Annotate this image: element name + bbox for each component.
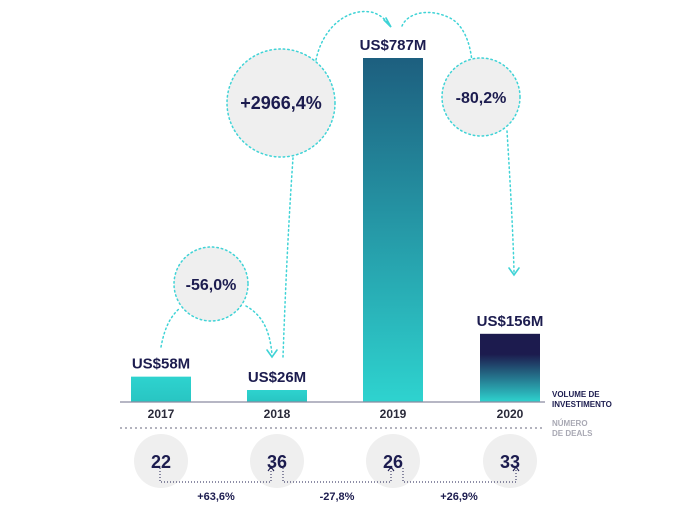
deals-change-label-1: +63,6% [197, 491, 235, 503]
connector-2018-2019 [282, 157, 294, 358]
deals-value-2018: 36 [267, 452, 287, 472]
bar-2017 [131, 376, 191, 402]
deals-value-2019: 26 [383, 452, 403, 472]
deals-change-label-3: +26,9% [440, 491, 478, 503]
deals-label-line1: NÚMERO [552, 419, 588, 428]
deals-circle-2017 [134, 434, 188, 488]
change-circle-1 [173, 246, 249, 322]
deals-label-line2: DE DEALS [552, 429, 593, 438]
bar-2018 [247, 390, 307, 402]
volume-label-line1: VOLUME DE [552, 390, 600, 399]
deals-value-2017: 22 [151, 452, 171, 472]
change-circle-3 [441, 57, 521, 137]
deals-change-label-2: -27,8% [320, 491, 355, 503]
bar-2019 [363, 58, 423, 402]
deals-value-2020: 33 [500, 452, 520, 472]
bar-value-label-2018: US$26M [248, 369, 306, 386]
bar-value-label-2017: US$58M [132, 356, 190, 373]
year-label-2019: 2019 [380, 407, 407, 421]
deals-circle-2018 [250, 434, 304, 488]
volume-label-line2: INVESTIMENTO [552, 400, 612, 409]
change-label-3: -80,2% [456, 90, 507, 107]
change-label-2: +2966,4% [240, 93, 322, 113]
change-circle-2 [226, 48, 336, 158]
bar-value-label-2020: US$156M [477, 313, 544, 330]
bar-value-label-2019: US$787M [360, 37, 427, 54]
change-label-1: -56,0% [186, 277, 237, 294]
year-label-2020: 2020 [497, 407, 524, 421]
year-label-2017: 2017 [148, 407, 175, 421]
bar-2020 [480, 333, 540, 402]
connector-2017-2018 [160, 307, 181, 348]
year-label-2018: 2018 [264, 407, 291, 421]
connector-2019-2020 [401, 11, 473, 63]
deals-circle-2019 [366, 434, 420, 488]
deals-circle-2020 [483, 434, 537, 488]
